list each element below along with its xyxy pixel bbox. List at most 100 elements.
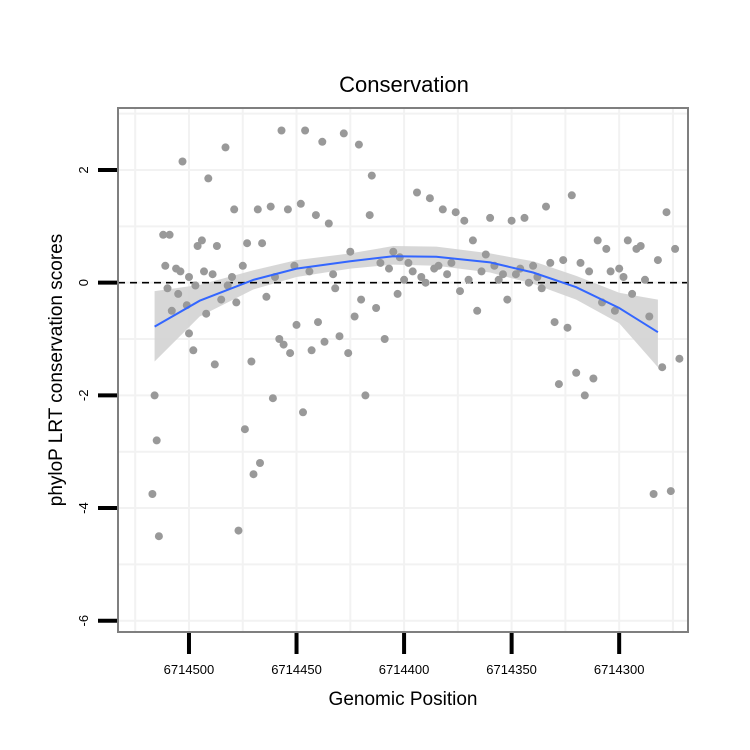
data-point <box>567 191 576 200</box>
smooth-line-path <box>154 255 659 334</box>
data-point <box>559 256 568 265</box>
data-point <box>357 295 366 304</box>
data-point <box>185 329 193 338</box>
data-point <box>511 270 520 279</box>
data-point <box>589 374 598 383</box>
data-point <box>335 332 344 341</box>
data-point <box>563 323 572 332</box>
data-point <box>417 273 426 281</box>
chart-title: Conservation <box>339 72 469 97</box>
data-point <box>279 340 288 349</box>
data-point <box>546 258 555 267</box>
data-point <box>554 380 563 389</box>
data-point <box>301 126 310 135</box>
data-point <box>376 258 385 267</box>
data-point <box>247 357 256 366</box>
confidence-band-area <box>154 246 658 368</box>
data-point <box>314 318 322 327</box>
data-point <box>311 211 320 220</box>
data-point <box>628 289 637 298</box>
data-point <box>305 267 314 276</box>
data-point <box>408 267 417 276</box>
plot-frame <box>117 107 689 633</box>
data-point <box>152 436 161 445</box>
data-point <box>593 236 602 245</box>
data-point <box>550 318 559 327</box>
y-tick-label: 2 <box>76 166 91 173</box>
data-point <box>331 284 340 293</box>
data-point <box>318 137 327 146</box>
y-axis-ticks: 2 0 -2 -4 -6 <box>76 166 117 627</box>
data-point <box>537 284 546 293</box>
data-point <box>542 202 550 211</box>
data-point <box>443 270 452 279</box>
data-point <box>292 320 301 329</box>
data-point <box>223 281 232 290</box>
data-point <box>606 267 615 276</box>
data-point <box>329 270 338 279</box>
data-point <box>243 239 252 248</box>
data-point <box>268 394 277 403</box>
data-point <box>623 236 632 245</box>
data-point <box>204 174 213 183</box>
data-point <box>217 295 226 304</box>
data-point <box>266 202 275 211</box>
data-point <box>576 258 585 267</box>
data-point <box>189 346 198 355</box>
data-point <box>258 239 267 248</box>
data-point <box>238 261 247 270</box>
x-tick-label: 6714300 <box>594 662 645 677</box>
data-point <box>277 126 286 135</box>
grid-lines <box>118 108 688 632</box>
data-point <box>380 335 389 343</box>
x-tick-label: 6714500 <box>164 662 215 677</box>
data-point <box>389 247 398 256</box>
data-point <box>421 278 430 287</box>
data-point <box>148 490 157 498</box>
data-point <box>296 199 305 208</box>
data-point <box>602 244 611 253</box>
data-point <box>163 284 172 293</box>
data-point <box>165 230 174 239</box>
x-tick-label: 6714350 <box>486 662 537 677</box>
data-point <box>221 143 230 152</box>
data-point <box>283 205 292 214</box>
data-point <box>240 425 249 434</box>
x-axis-title: Genomic Position <box>329 689 478 710</box>
data-point <box>464 275 473 284</box>
data-point <box>350 312 359 321</box>
data-point <box>299 408 307 417</box>
data-point <box>249 470 258 479</box>
data-point <box>234 526 243 535</box>
data-point <box>524 278 533 287</box>
smooth-line <box>154 255 659 334</box>
data-point <box>344 349 353 358</box>
data-point <box>193 242 202 250</box>
data-point <box>212 242 221 250</box>
data-point <box>161 261 170 270</box>
data-point <box>228 273 236 281</box>
data-point <box>503 295 512 304</box>
data-point <box>232 298 241 307</box>
data-point <box>365 211 374 220</box>
data-point <box>385 264 393 273</box>
y-axis-title: phyloP LRT conservation scores <box>46 234 67 507</box>
data-point <box>529 261 538 270</box>
data-point <box>176 267 185 276</box>
data-point <box>619 273 628 281</box>
data-point <box>354 140 363 149</box>
data-point <box>507 216 516 225</box>
data-point <box>438 205 447 214</box>
data-point <box>675 354 684 363</box>
data-point <box>361 391 370 400</box>
data-point <box>585 267 594 276</box>
data-point <box>481 250 490 259</box>
x-tick-label: 6714400 <box>379 662 430 677</box>
data-point <box>572 368 581 377</box>
data-point <box>473 306 482 315</box>
data-point <box>324 219 333 228</box>
data-point <box>404 258 413 267</box>
data-point <box>636 242 645 250</box>
data-point <box>197 236 206 245</box>
